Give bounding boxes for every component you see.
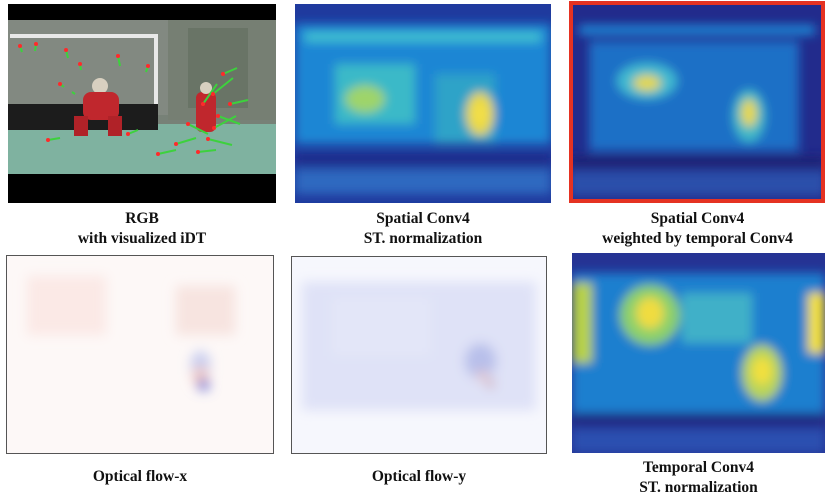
caption-rgb-line1: RGB [125, 210, 159, 227]
highlight-border [569, 1, 825, 203]
caption-temporal-conv4-line2: ST. normalization [639, 479, 758, 496]
caption-spatial-conv4: Spatial Conv4 ST. normalization [295, 209, 551, 249]
weighted-spatial-conv4-heatmap [569, 1, 825, 203]
caption-spatial-conv4-line1: Spatial Conv4 [376, 210, 470, 227]
caption-rgb: RGB with visualized iDT [8, 209, 276, 249]
caption-optical-flow-y-line1: Optical flow-y [371, 468, 467, 485]
optical-flow-y-image [291, 256, 547, 454]
optical-flow-x-image [6, 255, 274, 454]
caption-spatial-conv4-line2: ST. normalization [363, 230, 483, 247]
caption-optical-flow-y: Optical flow-y [291, 467, 547, 487]
caption-weighted-line1: Spatial Conv4 [650, 210, 745, 227]
temporal-conv4-heatmap [572, 253, 825, 453]
rgb-idt-image [8, 4, 276, 203]
caption-rgb-line2: with visualized iDT [77, 230, 207, 247]
caption-optical-flow-x-line1: Optical flow-x [92, 468, 188, 485]
spatial-conv4-heatmap [295, 4, 551, 203]
caption-optical-flow-x: Optical flow-x [6, 467, 274, 487]
caption-temporal-conv4: Temporal Conv4 ST. normalization [572, 458, 825, 498]
caption-weighted-line2: weighted by temporal Conv4 [602, 230, 793, 247]
caption-weighted-spatial-conv4: Spatial Conv4 weighted by temporal Conv4 [560, 209, 830, 249]
caption-temporal-conv4-line1: Temporal Conv4 [643, 459, 754, 476]
